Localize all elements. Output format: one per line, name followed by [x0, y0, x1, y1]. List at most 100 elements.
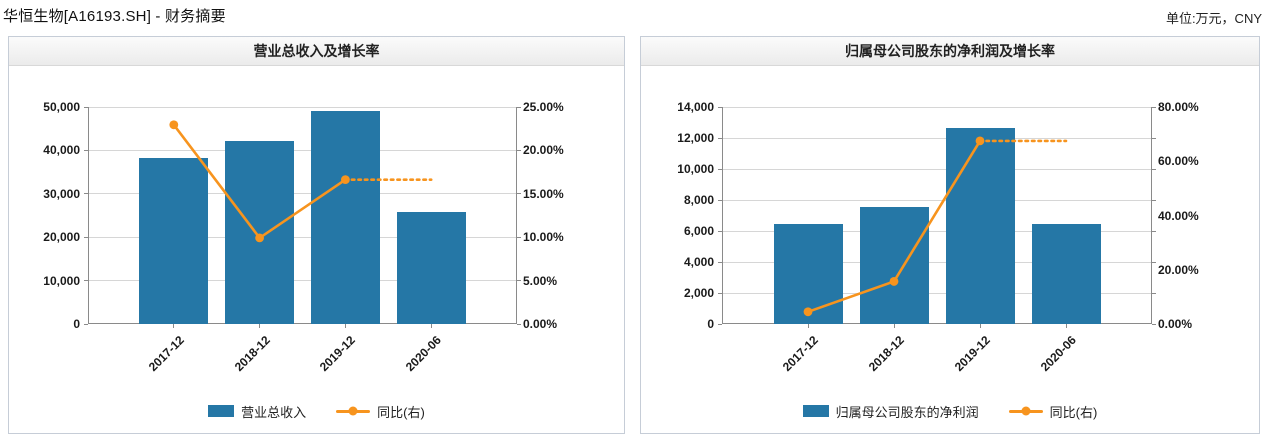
bar-series-label: 归属母公司股东的净利润	[835, 404, 979, 420]
bar-2018-12	[225, 141, 295, 324]
net-profit-chart-panel: 归属母公司股东的净利润及增长率 0 2,000 4,000 6,000 8,000 10,…	[640, 36, 1260, 434]
left-axis-line	[88, 107, 89, 324]
x-axis-label: 2017-12	[779, 333, 821, 375]
gridline	[722, 106, 1152, 108]
growth-line-marker	[889, 277, 899, 286]
bar-2017-12	[139, 157, 209, 324]
growth-line-svg	[169, 120, 433, 243]
bar-series-label: 营业总收入	[241, 404, 307, 420]
x-axis-label: 2017-12	[145, 333, 187, 375]
left-axis-label: 10,000	[677, 162, 714, 176]
left-axis-label: 40,000	[43, 143, 80, 158]
right-axis-tick	[1152, 106, 1156, 108]
x-axis-label: 2020-06	[403, 333, 445, 375]
right-axis-tick	[1152, 292, 1156, 294]
x-axis-tick	[344, 324, 346, 328]
right-axis-label: 20.00%	[1158, 262, 1199, 277]
line-series-dot-icon	[1021, 406, 1031, 416]
left-axis-tick	[84, 280, 88, 282]
bar-2020-06	[396, 212, 466, 324]
line-series-label: 同比(右)	[1049, 404, 1098, 420]
bar-2020-06	[1031, 224, 1101, 324]
right-axis-label: 40.00%	[1158, 208, 1199, 223]
right-axis-line	[516, 107, 517, 324]
left-axis-label: 8,000	[683, 193, 714, 207]
left-axis-label: 20,000	[43, 230, 80, 245]
right-axis-label: 80.00%	[1158, 100, 1199, 114]
gridline	[88, 236, 517, 238]
growth-line-solid	[172, 124, 347, 240]
left-axis-label: 0	[707, 317, 714, 331]
bottom-axis-line	[722, 323, 1152, 324]
legend-item-revenue-bar[interactable]: 营业总收入	[208, 402, 306, 421]
growth-line-marker	[341, 175, 350, 185]
right-axis-label: 60.00%	[1158, 154, 1199, 169]
gridline	[88, 149, 517, 151]
line-series-swatch	[1008, 406, 1043, 416]
bar-series-swatch	[208, 405, 235, 417]
revenue-chart-panel: 营业总收入及增长率 0 10,000 20,000 30,000 40,000 50,00…	[8, 36, 625, 434]
right-axis-line	[1151, 107, 1152, 324]
gridline	[722, 230, 1152, 232]
left-axis-tick	[718, 106, 722, 108]
x-axis-tick	[807, 324, 809, 328]
growth-line-marker	[975, 136, 985, 146]
growth-line-marker	[255, 233, 264, 243]
left-axis-tick	[84, 193, 88, 195]
line-series-label: 同比(右)	[377, 404, 425, 420]
gridline	[88, 193, 517, 195]
revenue-chart-plot: 0 10,000 20,000 30,000 40,000 50,000 0.00% 5.00…	[43, 100, 563, 374]
gridline	[722, 137, 1152, 139]
growth-line-marker	[803, 307, 813, 317]
gridline	[88, 106, 517, 108]
left-axis-tick	[718, 230, 722, 232]
bar-series-swatch	[802, 405, 829, 417]
legend-item-revenue-growth-line[interactable]: 同比(右)	[336, 402, 425, 421]
right-axis-tick	[517, 193, 521, 195]
x-axis-label: 2019-12	[951, 333, 993, 375]
right-axis-tick	[517, 149, 521, 151]
revenue-chart-legend: 营业总收入 同比(右)	[9, 402, 624, 421]
x-axis-label: 2018-12	[865, 333, 907, 375]
left-axis-tick	[84, 149, 88, 151]
growth-line-solid	[807, 140, 982, 314]
growth-line-marker	[169, 120, 179, 130]
line-series-swatch	[336, 406, 371, 416]
unit-label: 单位:万元，CNY	[1165, 11, 1262, 26]
page-title: 华恒生物[A16193.SH] - 财务摘要	[3, 8, 226, 25]
x-axis-label: 2018-12	[231, 333, 273, 375]
x-axis-tick	[893, 324, 895, 328]
gridline	[722, 261, 1152, 263]
right-axis-tick	[517, 106, 521, 108]
left-axis-tick	[718, 292, 722, 294]
bar-2019-12	[310, 110, 380, 324]
right-axis-label: 0.00%	[1158, 317, 1193, 331]
left-axis-tick	[84, 106, 88, 108]
right-axis-tick	[517, 280, 521, 282]
legend-item-net-profit-bar[interactable]: 归属母公司股东的净利润	[802, 402, 979, 421]
x-axis-tick	[173, 324, 175, 328]
right-axis-tick	[1152, 168, 1156, 170]
left-axis-label: 4,000	[683, 255, 714, 269]
right-axis-label: 0.00%	[523, 317, 558, 331]
left-axis-tick	[718, 199, 722, 201]
left-axis-tick	[718, 323, 722, 325]
net-profit-chart-title: 归属母公司股东的净利润及增长率	[641, 37, 1259, 66]
x-axis-label: 2020-06	[1037, 333, 1079, 375]
left-axis-label: 12,000	[677, 131, 714, 145]
left-axis-label: 14,000	[677, 100, 714, 114]
left-axis-label: 30,000	[43, 186, 80, 201]
x-axis-tick	[430, 324, 432, 328]
net-profit-chart-plot: 0 2,000 4,000 6,000 8,000 10,000 12,000 14,000 0…	[677, 100, 1198, 374]
bottom-axis-line	[88, 323, 517, 324]
gridline	[722, 199, 1152, 201]
right-axis-label: 15.00%	[523, 186, 564, 201]
right-axis-tick	[1152, 199, 1156, 201]
right-axis-label: 25.00%	[523, 100, 564, 114]
legend-item-net-profit-growth-line[interactable]: 同比(右)	[1008, 402, 1098, 421]
left-axis-label: 0	[73, 317, 80, 331]
left-axis-tick	[84, 323, 88, 325]
left-axis-tick	[718, 261, 722, 263]
right-axis-tick	[517, 323, 521, 325]
right-axis-label: 5.00%	[523, 273, 558, 288]
